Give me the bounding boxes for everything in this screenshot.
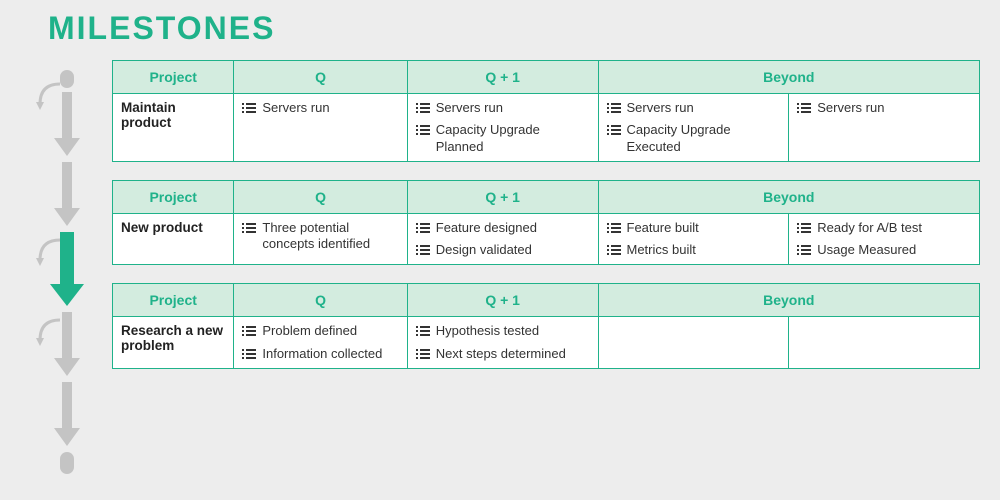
list-item: Design validated [416,242,590,258]
list-item: Hypothesis tested [416,323,590,339]
list-icon [416,222,430,234]
list-icon [416,325,430,337]
list-icon [416,244,430,256]
table-row: New product Three potential concepts ide… [113,213,980,265]
list-item: Feature designed [416,220,590,236]
list-item: Feature built [607,220,781,236]
list-item-label: Next steps determined [436,346,566,362]
list-item-label: Design validated [436,242,532,258]
list-icon [607,244,621,256]
col-header-beyond: Beyond [598,61,980,94]
list-icon [242,102,256,114]
project-name: Research a new problem [121,323,225,353]
list-item-label: Servers run [817,100,884,116]
list-item: Capacity Upgrade Planned [416,122,590,155]
cell-items: Three potential concepts identified [242,220,398,253]
list-icon [607,124,621,136]
col-header-q1: Q + 1 [407,61,598,94]
table-row: Maintain product Servers run Servers run… [113,94,980,162]
list-item: Problem defined [242,323,398,339]
cell-items: Servers run [797,100,971,116]
list-icon [797,244,811,256]
flow-diagram [20,70,90,480]
col-header-project: Project [113,284,234,317]
list-item-label: Metrics built [627,242,696,258]
list-item-label: Ready for A/B test [817,220,922,236]
list-item-label: Servers run [262,100,329,116]
list-item-label: Feature designed [436,220,537,236]
cell-items: Servers run Capacity Upgrade Executed [607,100,781,155]
list-item: Next steps determined [416,346,590,362]
list-item-label: Capacity Upgrade Executed [627,122,781,155]
col-header-q: Q [234,180,407,213]
project-name: Maintain product [121,100,225,130]
milestone-table-2: Project Q Q + 1 Beyond Research a new pr… [112,283,980,369]
list-icon [416,124,430,136]
flow-arrow-0 [54,92,80,156]
list-item: Ready for A/B test [797,220,971,236]
table-row: Research a new problem Problem defined In… [113,317,980,369]
cell-items: Feature designed Design validated [416,220,590,259]
cell-items: Servers run Capacity Upgrade Planned [416,100,590,155]
flow-arrow-1 [54,162,80,226]
list-item: Servers run [797,100,971,116]
milestone-table-0: Project Q Q + 1 Beyond Maintain product … [112,60,980,162]
col-header-project: Project [113,180,234,213]
list-icon [607,102,621,114]
list-item-label: Usage Measured [817,242,916,258]
col-header-q1: Q + 1 [407,284,598,317]
cell-items: Problem defined Information collected [242,323,398,362]
col-header-q1: Q + 1 [407,180,598,213]
list-item: Servers run [416,100,590,116]
cell-items: Feature built Metrics built [607,220,781,259]
list-item-label: Capacity Upgrade Planned [436,122,590,155]
list-item: Servers run [242,100,398,116]
list-item: Usage Measured [797,242,971,258]
col-header-project: Project [113,61,234,94]
list-item-label: Servers run [627,100,694,116]
col-header-q: Q [234,284,407,317]
flow-arrow-2-highlight [50,232,84,306]
list-item-label: Hypothesis tested [436,323,539,339]
list-icon [797,222,811,234]
cell-items: Hypothesis tested Next steps determined [416,323,590,362]
page-title: MILESTONES [48,10,275,47]
list-icon [242,348,256,360]
list-item: Capacity Upgrade Executed [607,122,781,155]
col-header-beyond: Beyond [598,284,980,317]
list-item-label: Feature built [627,220,699,236]
project-name: New product [121,220,225,235]
col-header-q: Q [234,61,407,94]
list-icon [242,222,256,234]
list-item-label: Problem defined [262,323,357,339]
list-icon [242,325,256,337]
cell-items: Servers run [242,100,398,116]
list-item-label: Three potential concepts identified [262,220,398,253]
tables-container: Project Q Q + 1 Beyond Maintain product … [112,60,980,369]
list-icon [416,348,430,360]
flow-arrow-3 [54,312,80,376]
list-icon [416,102,430,114]
list-item: Three potential concepts identified [242,220,398,253]
flow-arrow-4 [54,382,80,446]
milestone-table-1: Project Q Q + 1 Beyond New product Three… [112,180,980,266]
list-item: Servers run [607,100,781,116]
cell-items: Ready for A/B test Usage Measured [797,220,971,259]
list-item-label: Information collected [262,346,382,362]
list-item: Information collected [242,346,398,362]
list-item: Metrics built [607,242,781,258]
col-header-beyond: Beyond [598,180,980,213]
list-icon [797,102,811,114]
list-item-label: Servers run [436,100,503,116]
list-icon [607,222,621,234]
